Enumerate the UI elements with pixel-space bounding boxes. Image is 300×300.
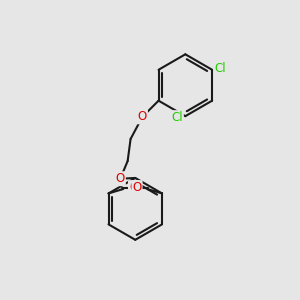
Text: Cl: Cl xyxy=(214,62,226,75)
Text: Cl: Cl xyxy=(171,111,183,124)
Text: O: O xyxy=(116,172,125,185)
Text: O: O xyxy=(138,110,147,123)
Text: O: O xyxy=(132,181,142,194)
Text: O: O xyxy=(129,181,138,194)
